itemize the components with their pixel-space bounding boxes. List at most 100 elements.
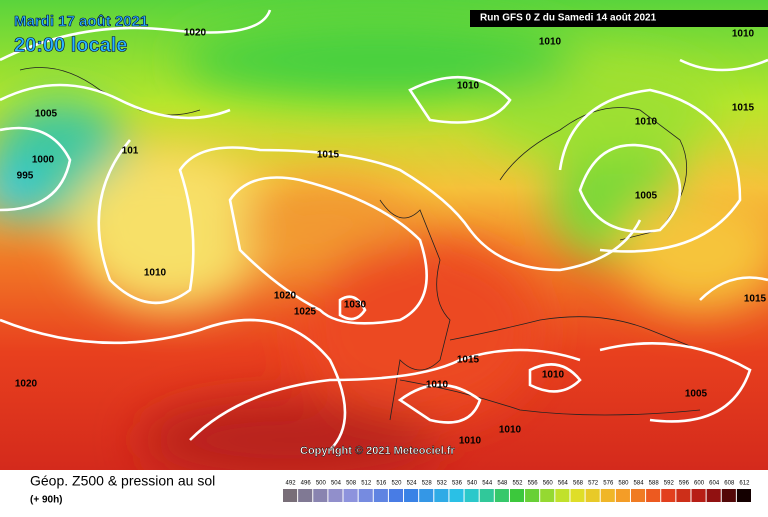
isobar-label: 1010 — [459, 436, 482, 447]
colorbar-label: 512 — [361, 481, 372, 487]
isobar-label: 1000 — [32, 155, 55, 166]
colorbar-swatch — [494, 489, 509, 502]
isobar-label: 1010 — [144, 268, 167, 279]
isobar-label: 1010 — [542, 370, 565, 381]
colorbar-label: 560 — [543, 481, 554, 487]
colorbar-swatch — [555, 489, 570, 502]
isobar-label: 1020 — [15, 379, 38, 390]
colorbar-swatch — [313, 489, 328, 502]
isobar-label: 1010 — [732, 29, 755, 40]
colorbar-swatch — [736, 489, 751, 502]
isobars — [0, 9, 768, 451]
isobar-label: 1015 — [317, 150, 340, 161]
coastline — [19, 67, 701, 421]
footer-title: Géop. Z500 & pression au sol — [30, 473, 215, 489]
colorbar-swatch — [646, 489, 661, 502]
colorbar-swatch — [449, 489, 464, 502]
isobar-labels: 1020 1010 1010 1005 1010 1015 1010 101 1015 1000 9… — [15, 28, 767, 447]
colorbar-swatch — [479, 489, 494, 502]
isobar-label: 1015 — [457, 355, 480, 366]
isobar-label: 1010 — [539, 37, 562, 48]
colorbar-label: 496 — [301, 481, 312, 487]
colorbar-swatch — [691, 489, 706, 502]
colorbar-swatch — [434, 489, 449, 502]
isobar-label: 1015 — [732, 103, 755, 114]
colorbar-swatch — [328, 489, 343, 502]
map: 1020 1010 1010 1005 1010 1015 1010 101 1015 1000 9… — [0, 0, 768, 470]
colorbar-label: 524 — [407, 481, 418, 487]
isobar-label: 1005 — [685, 389, 708, 400]
colorbar-label: 604 — [709, 481, 720, 487]
colorbar-swatch — [525, 489, 540, 502]
colorbar-swatch — [283, 489, 298, 502]
isobar-label: 1020 — [184, 28, 207, 39]
isobar-label: 1010 — [635, 117, 658, 128]
colorbar-label: 576 — [603, 481, 614, 487]
colorbar-label: 568 — [573, 481, 584, 487]
colorbar-label: 536 — [452, 481, 463, 487]
date: Mardi 17 août 2021 — [14, 13, 148, 30]
colorbar-swatch — [540, 489, 555, 502]
colorbar-label: 588 — [649, 481, 660, 487]
isobar-label: 1005 — [35, 109, 58, 120]
colorbar-label: 556 — [528, 481, 539, 487]
isobar-label: 1010 — [499, 425, 522, 436]
colorbar-swatch — [298, 489, 313, 502]
colorbar-label: 540 — [467, 481, 478, 487]
run-box — [470, 10, 768, 27]
colorbar-swatch — [661, 489, 676, 502]
isobar-label: 1010 — [426, 380, 449, 391]
colorbar-swatch — [615, 489, 630, 502]
colorbar-label: 504 — [331, 481, 342, 487]
colorbar: 492 496 500 504 508 512 516 520 524 528 532 536 540 5… — [283, 481, 751, 502]
colorbar-label: 528 — [422, 481, 433, 487]
colorbar-label: 520 — [391, 481, 402, 487]
colorbar-swatch — [358, 489, 373, 502]
colorbar-label: 508 — [346, 481, 357, 487]
isobar-label: 1020 — [274, 291, 297, 302]
colorbar-label: 564 — [558, 481, 569, 487]
colorbar-swatch — [570, 489, 585, 502]
colorbar-swatch — [600, 489, 615, 502]
colorbar-swatch — [676, 489, 691, 502]
colorbar-swatch — [343, 489, 358, 502]
colorbar-swatch — [464, 489, 479, 502]
colorbar-label: 592 — [664, 481, 675, 487]
colorbar-label: 580 — [618, 481, 629, 487]
colorbar-label: 552 — [512, 481, 523, 487]
lead-time: (+ 90h) — [30, 495, 63, 506]
colorbar-swatch — [404, 489, 419, 502]
colorbar-swatch — [706, 489, 721, 502]
colorbar-label: 532 — [437, 481, 448, 487]
colorbar-label: 548 — [497, 481, 508, 487]
colorbar-label: 600 — [694, 481, 705, 487]
colorbar-label: 544 — [482, 481, 493, 487]
run-info: Run GFS 0 Z du Samedi 14 août 2021 — [480, 13, 657, 24]
isobar-label: 1015 — [744, 294, 767, 305]
colorbar-label: 492 — [286, 481, 297, 487]
isobar-label: 995 — [17, 171, 34, 182]
colorbar-swatch — [373, 489, 388, 502]
colorbar-swatch — [721, 489, 736, 502]
colorbar-label: 500 — [316, 481, 327, 487]
colorbar-label: 596 — [679, 481, 690, 487]
colorbar-label: 584 — [634, 481, 645, 487]
colorbar-label: 608 — [724, 481, 735, 487]
local-time: 20:00 locale — [14, 34, 127, 56]
colorbar-swatch — [509, 489, 525, 502]
colorbar-swatch — [388, 489, 404, 502]
isobar-label: 1010 — [457, 81, 480, 92]
colorbar-swatch — [585, 489, 600, 502]
colorbar-label: 516 — [376, 481, 387, 487]
field — [0, 20, 768, 470]
copyright: Copyright © 2021 Meteociel.fr — [300, 445, 456, 457]
colorbar-label: 612 — [739, 481, 750, 487]
colorbar-swatch — [419, 489, 434, 502]
isobar-label: 1030 — [344, 300, 367, 311]
isobar-label: 1025 — [294, 307, 317, 318]
colorbar-swatch — [630, 489, 646, 502]
colorbar-label: 572 — [588, 481, 599, 487]
isobar-label: 101 — [122, 146, 139, 157]
isobar-label: 1005 — [635, 191, 658, 202]
